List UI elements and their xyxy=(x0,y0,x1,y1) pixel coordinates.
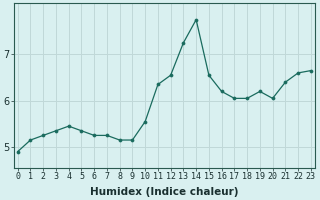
X-axis label: Humidex (Indice chaleur): Humidex (Indice chaleur) xyxy=(90,187,238,197)
